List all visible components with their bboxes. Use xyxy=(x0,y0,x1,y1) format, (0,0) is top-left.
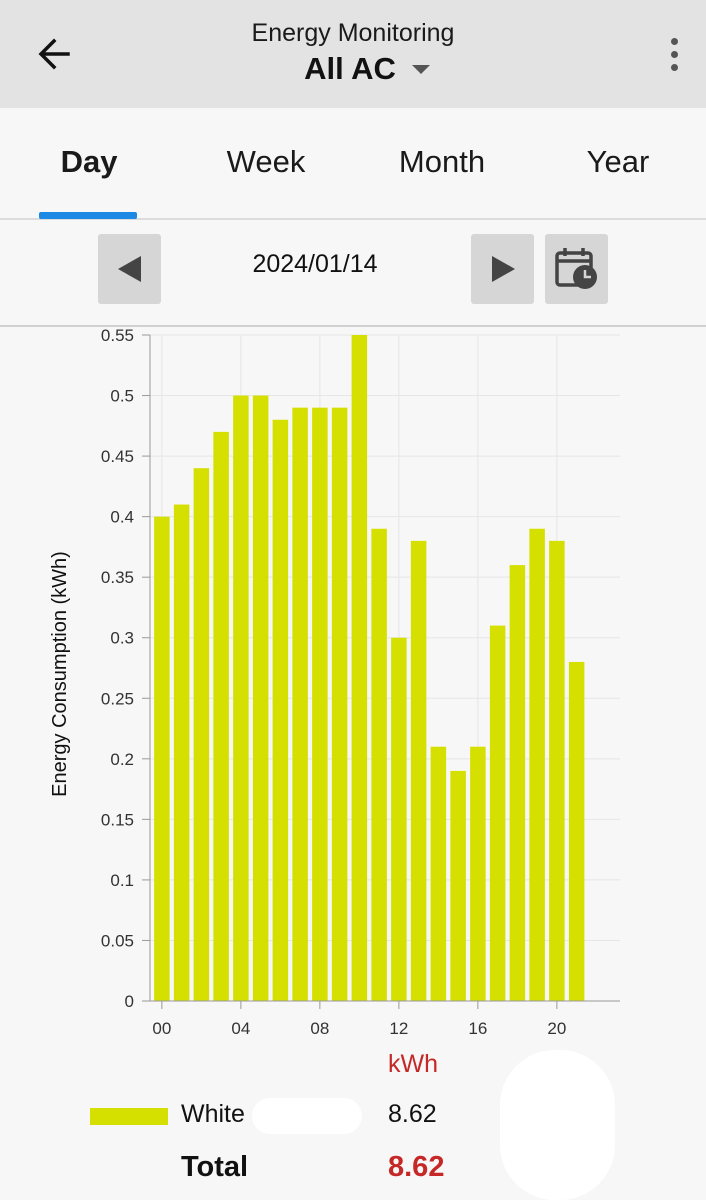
y-axis-title: Energy Consumption (kWh) xyxy=(49,551,71,797)
bar-hour-20 xyxy=(549,540,565,1001)
x-tick-label: 16 xyxy=(468,1019,487,1038)
y-tick-label: 0.35 xyxy=(101,568,134,587)
y-tick-label: 0.05 xyxy=(101,931,134,950)
more-vertical-icon-dot xyxy=(670,63,678,71)
energy-chart: 0 0.05 0.1 0.15 0.2 0.25 0.3 0.35 0.4 0.45 0.5 0.55… xyxy=(0,327,706,1057)
bar-hour-11 xyxy=(371,528,387,1001)
calendar-button[interactable] xyxy=(545,234,608,304)
y-tick-label: 0.3 xyxy=(110,629,134,648)
tab-week[interactable]: Week xyxy=(226,144,306,179)
x-tick-label: 12 xyxy=(389,1019,408,1038)
x-tick-label: 08 xyxy=(310,1019,329,1038)
bar-hour-13 xyxy=(410,540,427,1001)
tab-day[interactable]: Day xyxy=(60,144,118,179)
more-vertical-icon xyxy=(670,37,678,45)
bar-hour-8 xyxy=(312,407,328,1001)
caret-down-icon xyxy=(411,65,430,74)
previous-date-button[interactable] xyxy=(98,234,161,304)
current-date: 2024/01/14 xyxy=(252,250,378,278)
redaction-mark-right xyxy=(500,1050,615,1200)
bar-hour-12 xyxy=(391,637,407,1001)
more-options-button[interactable] xyxy=(660,34,688,74)
bar-hour-0 xyxy=(154,516,170,1001)
bar-hour-9 xyxy=(331,407,348,1001)
calendar-clock-icon xyxy=(554,248,597,289)
y-tick-label: 0.45 xyxy=(101,447,134,466)
bar-hour-3 xyxy=(213,431,229,1001)
tab-month[interactable]: Month xyxy=(398,144,486,179)
y-tick-label: 0.5 xyxy=(110,387,134,406)
x-tick-label: 04 xyxy=(231,1019,250,1038)
y-tick-label: 0.2 xyxy=(110,750,134,769)
energy-bar-chart: 0 0.05 0.1 0.15 0.2 0.25 0.3 0.35 0.4 0.45 0.5 0.55… xyxy=(49,327,620,1038)
bar-hour-19 xyxy=(529,528,545,1001)
legend-series-name: White xyxy=(181,1100,245,1128)
bar-hour-18 xyxy=(509,565,526,1001)
device-selector[interactable]: All AC xyxy=(304,50,432,88)
bar-hour-16 xyxy=(470,746,486,1001)
active-tab-indicator xyxy=(39,212,137,219)
app-bar: Energy Monitoring All AC xyxy=(0,0,706,108)
date-navigation: 2024/01/14 xyxy=(0,220,706,327)
bar-hour-2 xyxy=(193,468,210,1001)
period-tabs: Day Week Month Year xyxy=(0,108,706,220)
energy-summary: kWh White 8.62 Total 8.62 xyxy=(0,1040,706,1200)
y-tick-label: 0.1 xyxy=(110,871,134,890)
unit-label: kWh xyxy=(388,1050,438,1078)
y-tick-label: 0.25 xyxy=(101,689,134,708)
bar-hour-14 xyxy=(430,746,447,1001)
total-label: Total xyxy=(181,1151,249,1183)
back-button[interactable] xyxy=(30,30,78,78)
triangle-left-icon xyxy=(117,256,141,282)
next-date-button[interactable] xyxy=(471,234,534,304)
bar-hour-15 xyxy=(450,770,466,1001)
tab-year[interactable]: Year xyxy=(586,144,650,179)
bar-hour-10 xyxy=(351,335,368,1001)
app-title-group: Energy Monitoring All AC xyxy=(0,18,706,88)
x-tick-label: 20 xyxy=(547,1019,566,1038)
y-tick-label: 0 xyxy=(125,992,134,1011)
bar-hour-6 xyxy=(272,419,289,1001)
legend-swatch xyxy=(90,1108,168,1125)
bar-hour-1 xyxy=(173,504,190,1001)
total-value: 8.62 xyxy=(388,1151,445,1183)
bar-hour-7 xyxy=(292,407,308,1001)
legend-series-value: 8.62 xyxy=(388,1100,437,1128)
y-tick-label: 0.4 xyxy=(110,508,134,527)
redaction-mark xyxy=(252,1098,362,1134)
y-tick-label: 0.55 xyxy=(101,327,134,345)
x-tick-label: 00 xyxy=(152,1019,171,1038)
triangle-right-icon xyxy=(491,256,515,282)
more-vertical-icon-dot xyxy=(670,50,678,58)
bar-hour-4 xyxy=(233,395,249,1001)
y-tick-label: 0.15 xyxy=(101,810,134,829)
bar-hour-21 xyxy=(568,661,585,1001)
bar-hour-5 xyxy=(252,395,269,1001)
bar-hour-17 xyxy=(489,625,506,1001)
app-subtitle: Energy Monitoring xyxy=(251,19,455,47)
device-selector-label: All AC xyxy=(304,51,396,86)
arrow-left-icon xyxy=(38,38,70,70)
